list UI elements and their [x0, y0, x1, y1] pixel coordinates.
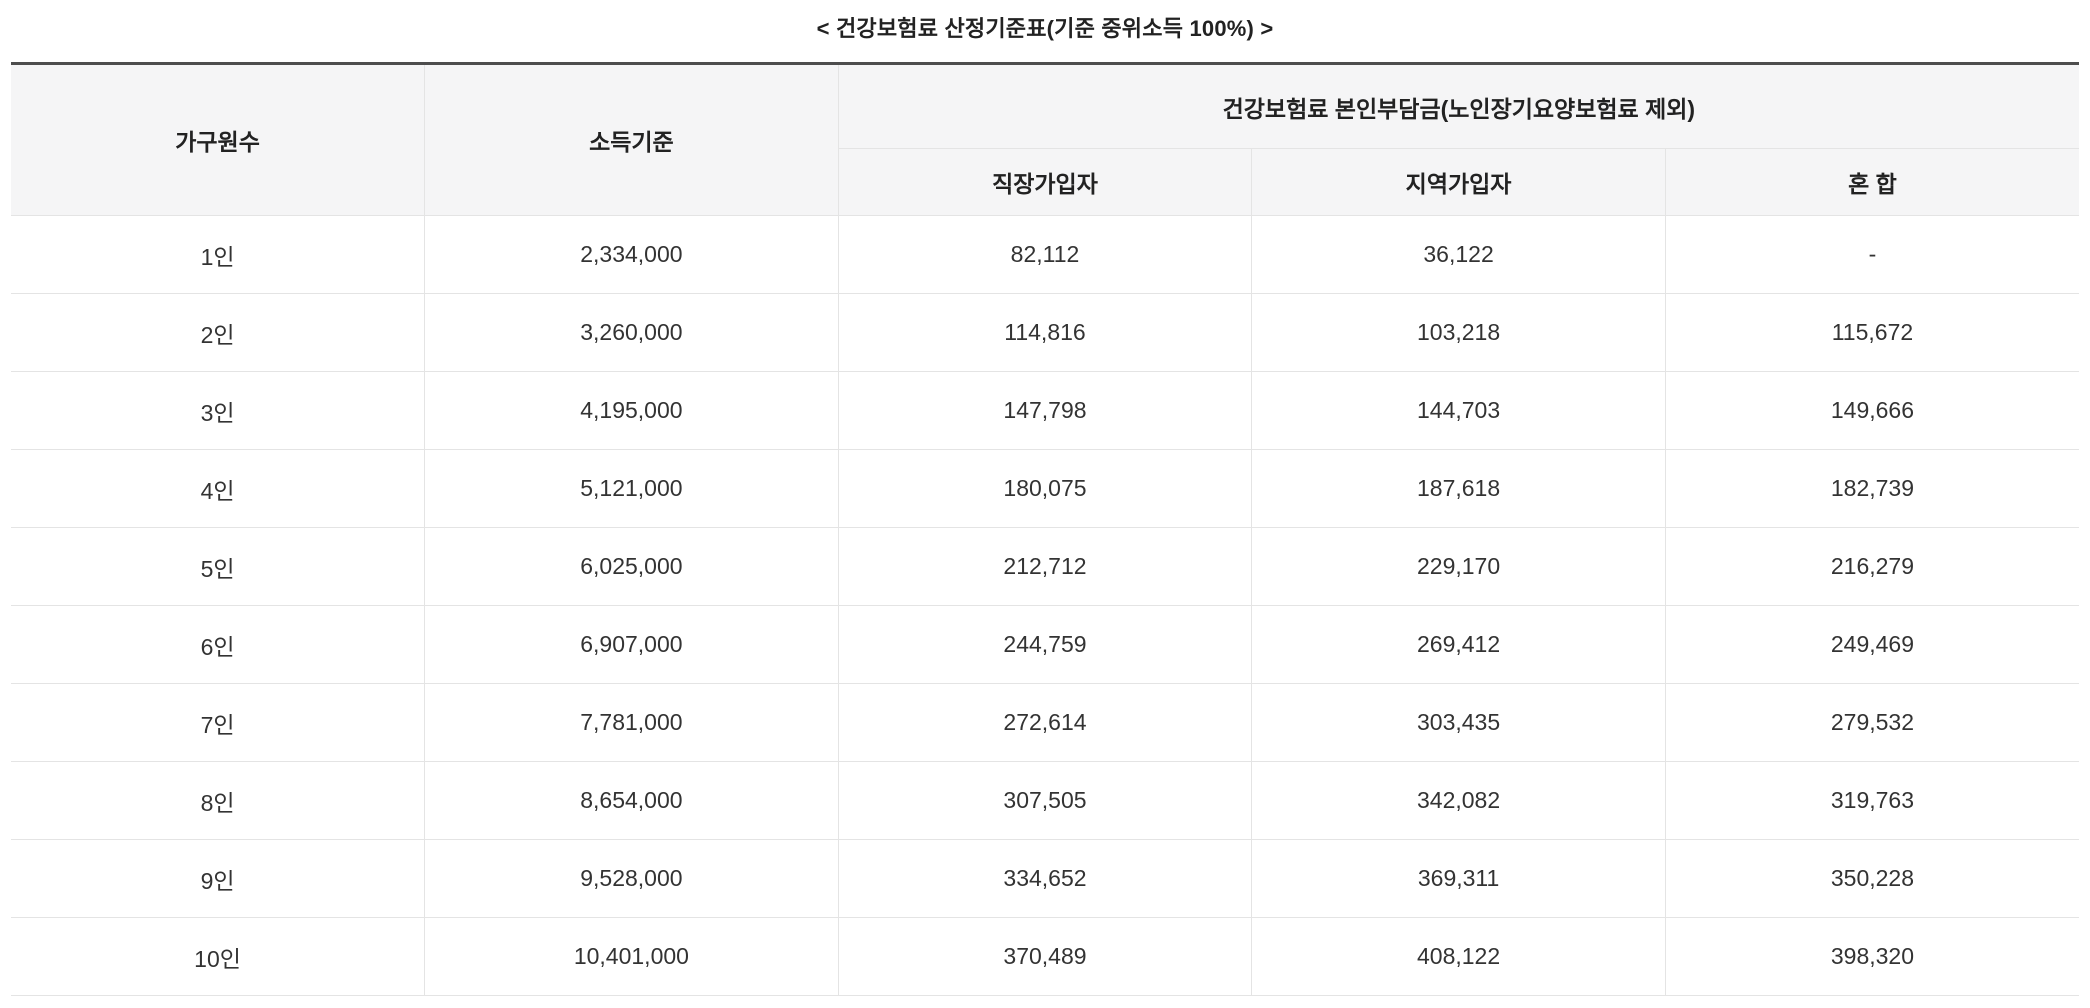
cell-employee: 272,614: [837, 683, 1253, 762]
cell-household: 5인: [11, 527, 426, 606]
cell-employee: 180,075: [837, 449, 1253, 528]
cell-income: 6,025,000: [424, 527, 839, 606]
cell-employee: 244,759: [837, 605, 1253, 684]
cell-household: 9인: [11, 839, 426, 918]
cell-mixed: 149,666: [1664, 371, 2079, 450]
cell-employee: 147,798: [837, 371, 1253, 450]
cell-household: 8인: [11, 761, 426, 840]
cell-household: 1인: [11, 215, 426, 294]
cell-local: 36,122: [1251, 215, 1666, 294]
cell-local: 303,435: [1251, 683, 1666, 762]
table-row: 1인 2,334,000 82,112 36,122-: [11, 215, 2079, 294]
table-title: < 건강보험료 산정기준표(기준 중위소득 100%) >: [816, 16, 1274, 41]
cell-employee: 334,652: [837, 839, 1253, 918]
table-row: 5인 6,025,000 212,712 229,170 216,279: [11, 527, 2079, 606]
table-row: 9인 9,528,000 334,652 369,311 350,228: [11, 839, 2079, 918]
cell-local: 103,218: [1251, 293, 1666, 372]
cell-household: 7인: [11, 683, 426, 762]
cell-local: 187,618: [1251, 449, 1666, 528]
cell-mixed: 398,320: [1664, 917, 2079, 996]
cell-income: 6,907,000: [424, 605, 839, 684]
cell-local: 144,703: [1251, 371, 1666, 450]
insurance-premium-table: 가구원수 소득기준 건강보험료 본인부담금(노인장기요양보험료 제외) 직장가입…: [11, 62, 2079, 996]
cell-local: 229,170: [1251, 527, 1666, 606]
col-header-mixed: 혼 합: [1664, 148, 2079, 216]
cell-income: 2,334,000: [424, 215, 839, 294]
cell-income: 7,781,000: [424, 683, 839, 762]
cell-household: 10인: [11, 917, 426, 996]
table-row: 4인 5,121,000 180,075 187,618 182,739: [11, 449, 2079, 528]
cell-income: 4,195,000: [424, 371, 839, 450]
table-header: 가구원수 소득기준 건강보험료 본인부담금(노인장기요양보험료 제외) 직장가입…: [11, 63, 2079, 216]
table-row: 10인 10,401,000 370,489 408,122 398,320: [11, 917, 2079, 996]
cell-local: 269,412: [1251, 605, 1666, 684]
cell-income: 9,528,000: [424, 839, 839, 918]
col-header-premium-group: 건강보험료 본인부담금(노인장기요양보험료 제외): [837, 63, 2079, 149]
cell-household: 2인: [11, 293, 426, 372]
cell-household: 4인: [11, 449, 426, 528]
cell-employee: 307,505: [837, 761, 1253, 840]
col-header-employee-subscriber: 직장가입자: [838, 148, 1253, 216]
cell-household: 6인: [11, 605, 426, 684]
col-header-household-size: 가구원수: [11, 63, 426, 216]
cell-income: 10,401,000: [424, 917, 839, 996]
cell-mixed: 182,739: [1664, 449, 2079, 528]
cell-employee: 370,489: [837, 917, 1253, 996]
cell-mixed: -: [1664, 215, 2079, 294]
table-row: 7인 7,781,000 272,614 303,435 279,532: [11, 683, 2079, 762]
cell-income: 3,260,000: [424, 293, 839, 372]
table-row: 8인 8,654,000 307,505 342,082 319,763: [11, 761, 2079, 840]
cell-mixed: 279,532: [1664, 683, 2079, 762]
cell-mixed: 249,469: [1664, 605, 2079, 684]
table-row: 2인 3,260,000 114,816 103,218 115,672: [11, 293, 2079, 372]
table-body: 1인 2,334,000 82,112 36,122-2인 3,260,000 114,8…: [11, 215, 2079, 996]
cell-local: 408,122: [1251, 917, 1666, 996]
cell-mixed: 115,672: [1664, 293, 2079, 372]
table-row: 6인 6,907,000 244,759 269,412 249,469: [11, 605, 2079, 684]
cell-local: 369,311: [1251, 839, 1666, 918]
table-row: 3인 4,195,000 147,798 144,703 149,666: [11, 371, 2079, 450]
col-header-income-standard: 소득기준: [424, 63, 839, 216]
cell-mixed: 319,763: [1664, 761, 2079, 840]
col-header-local-subscriber: 지역가입자: [1251, 148, 1666, 216]
cell-employee: 212,712: [837, 527, 1253, 606]
cell-household: 3인: [11, 371, 426, 450]
cell-income: 5,121,000: [424, 449, 839, 528]
cell-local: 342,082: [1251, 761, 1666, 840]
cell-mixed: 350,228: [1664, 839, 2079, 918]
cell-income: 8,654,000: [424, 761, 839, 840]
cell-mixed: 216,279: [1664, 527, 2079, 606]
cell-employee: 82,112: [837, 215, 1253, 294]
cell-employee: 114,816: [837, 293, 1253, 372]
